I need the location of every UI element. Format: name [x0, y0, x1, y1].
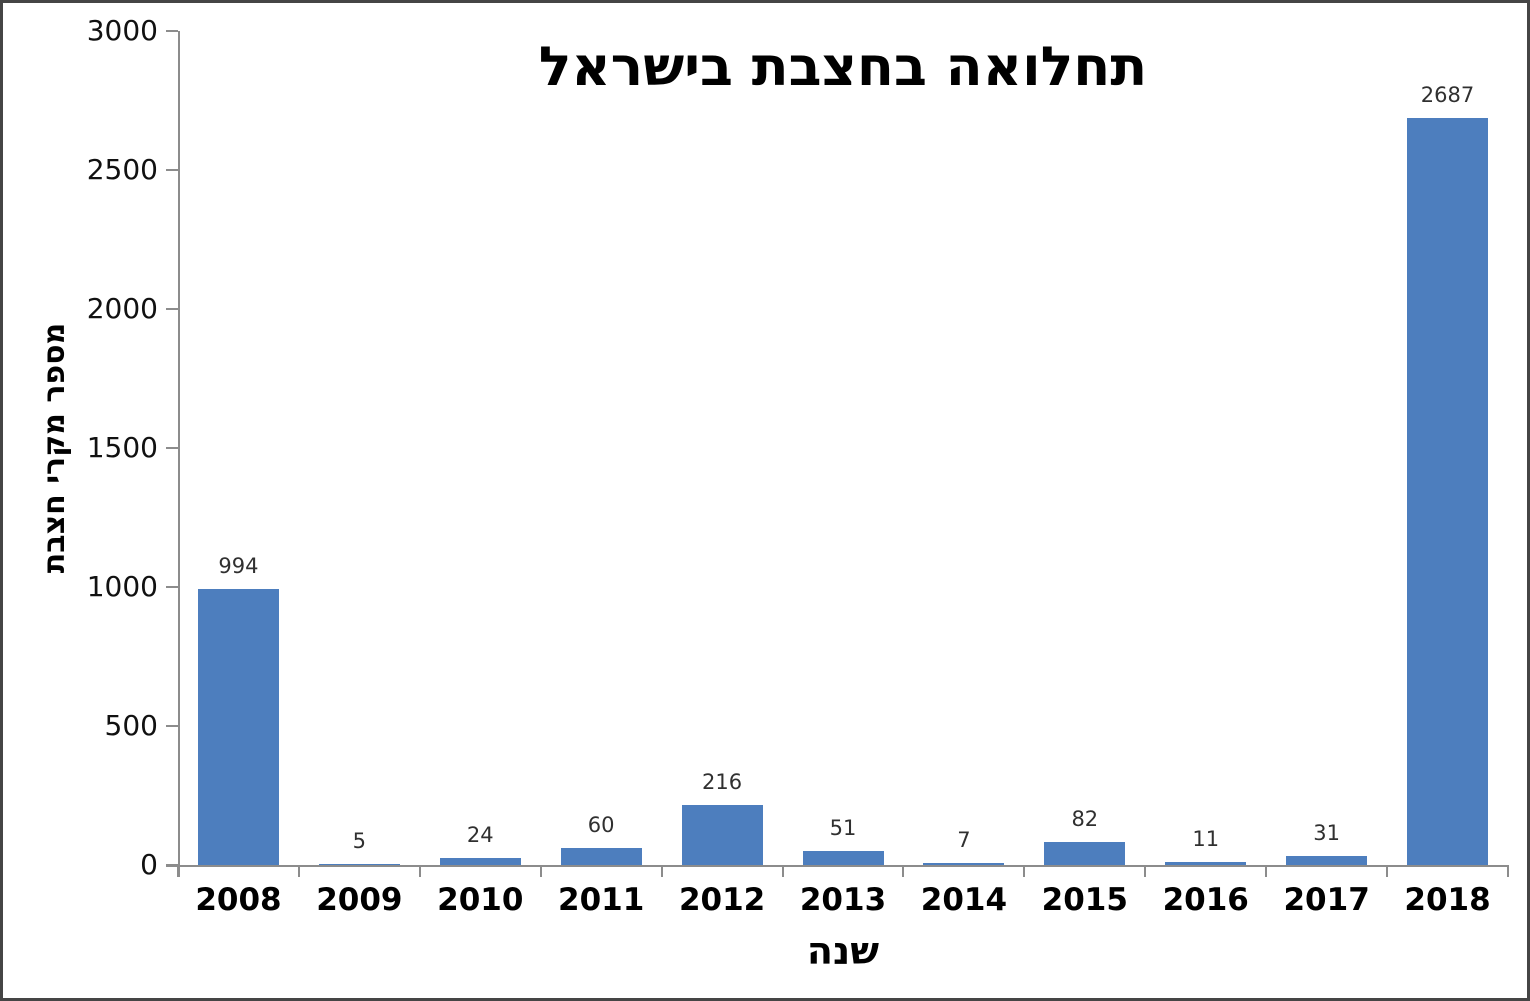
bar-value-label-2010: 24	[466, 823, 494, 848]
bar-value-label-2018: 2687	[1420, 83, 1475, 107]
bar-2015	[1044, 842, 1126, 865]
y-axis-line	[178, 31, 180, 877]
y-axis-tick-label: 1000	[86, 570, 158, 603]
y-axis-tick-label: 2000	[86, 292, 158, 325]
x-tick-label-2011: 2011	[558, 882, 645, 918]
bar-value-label-2015: 82	[1071, 807, 1099, 832]
bar-2013	[802, 850, 884, 865]
y-axis-tick-label: 0	[140, 848, 158, 881]
bar-2010	[439, 858, 521, 865]
x-axis-tick	[902, 865, 905, 877]
y-axis-tick-label: 1500	[86, 431, 158, 464]
x-tick-label-2015: 2015	[1041, 882, 1128, 918]
x-axis-tick	[1023, 865, 1026, 877]
x-tick-label-2009: 2009	[316, 882, 403, 918]
bar-value-label-2009: 5	[352, 828, 367, 853]
bar-value-label-2016: 11	[1192, 826, 1220, 851]
x-axis-tick	[539, 865, 542, 877]
y-axis-tick	[166, 30, 178, 32]
x-tick-label-2016: 2016	[1162, 882, 1249, 918]
bar-value-label-2013: 51	[829, 815, 857, 840]
x-tick-label-2018: 2018	[1404, 882, 1491, 918]
y-axis-tick-label: 2500	[86, 153, 158, 186]
bar-value-label-2014: 7	[957, 828, 971, 853]
bar-value-label-2012: 216	[702, 769, 743, 794]
x-axis-title: שנה	[806, 929, 880, 973]
x-axis-tick	[1386, 865, 1389, 877]
y-axis-tick	[166, 586, 178, 588]
x-tick-label-2008: 2008	[195, 882, 282, 918]
x-axis-tick	[1265, 865, 1268, 877]
bar-2012	[681, 804, 763, 865]
y-axis-tick-label: 500	[104, 709, 158, 742]
x-axis-tick	[1144, 865, 1147, 877]
y-axis-tick	[166, 308, 178, 310]
bar-value-label-2017: 31	[1313, 821, 1340, 846]
y-axis-tick	[166, 864, 178, 866]
bar-2011	[560, 848, 642, 865]
x-axis-tick	[177, 865, 179, 877]
bar-value-label-2011: 60	[587, 813, 615, 838]
x-tick-label-2012: 2012	[678, 882, 766, 918]
x-tick-label-2010: 2010	[437, 882, 524, 918]
x-tick-label-2017: 2017	[1283, 882, 1370, 918]
x-axis-line	[166, 865, 1508, 867]
chart-title: תחלואה בחצבת בישראל	[538, 35, 1148, 98]
x-axis-tick	[781, 865, 784, 877]
y-axis-tick	[166, 447, 178, 449]
x-axis-tick	[660, 865, 663, 877]
y-axis-tick	[166, 725, 178, 727]
bar-value-label-2008: 994	[218, 553, 259, 578]
x-tick-label-2014: 2014	[920, 882, 1008, 918]
x-axis-tick	[1507, 865, 1509, 877]
bar-2008	[197, 588, 279, 865]
x-axis-tick	[418, 865, 421, 877]
bar-2014	[923, 863, 1005, 865]
y-axis-tick	[166, 169, 178, 171]
bar-2018	[1407, 118, 1489, 865]
bar-2009	[318, 863, 400, 865]
bar-2016	[1165, 861, 1247, 865]
bar-2017	[1286, 856, 1368, 865]
y-axis-tick-label: 3000	[86, 14, 158, 47]
x-axis-tick	[297, 865, 300, 877]
x-tick-label-2013: 2013	[799, 882, 887, 918]
